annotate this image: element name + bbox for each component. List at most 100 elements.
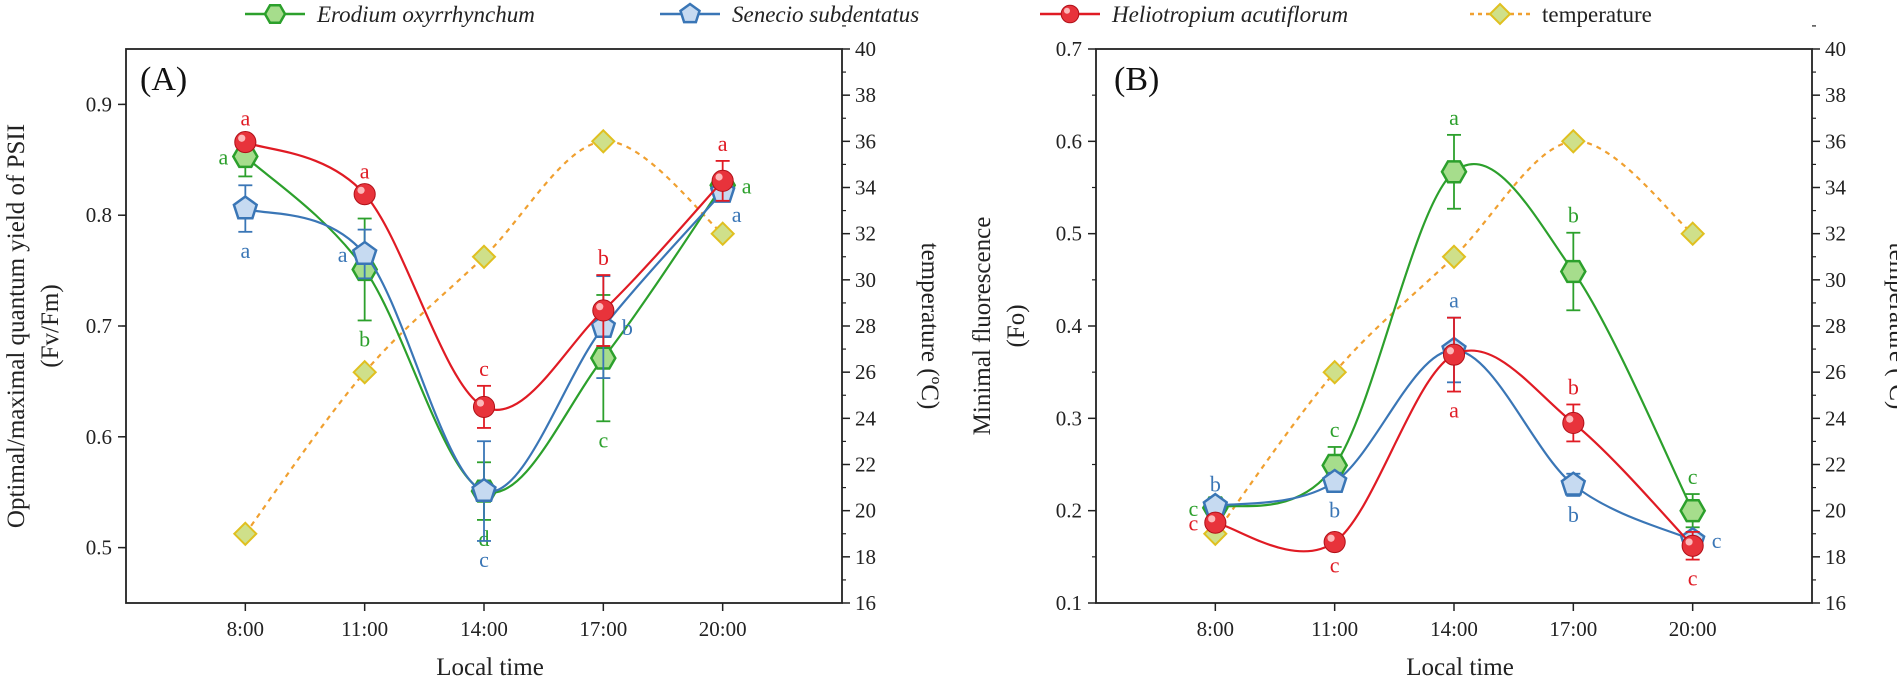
x-tick-label: 14:00	[1430, 617, 1478, 641]
series-temperature	[1202, 128, 1706, 547]
data-point	[232, 521, 258, 547]
y2-tick-label: 40	[855, 37, 876, 61]
series-heliotropium: a a c b a	[234, 105, 734, 429]
significance-letter: c	[1330, 417, 1340, 442]
x-axis-label: Local time	[1406, 654, 1514, 681]
legend: Erodium oxyrrhynchum Senecio subdentatus H…	[245, 2, 1652, 27]
marker-body	[1681, 534, 1704, 557]
significance-letter: b	[359, 326, 370, 351]
data-point	[471, 244, 497, 270]
y2-tick-label: 20	[1825, 499, 1846, 523]
marker-highlight	[715, 173, 723, 181]
data-point	[1681, 534, 1704, 557]
y-axis-label: Optimal/maximal quantum yield of PSII	[3, 124, 30, 528]
x-tick-label: 11:00	[341, 617, 388, 641]
significance-letter: c	[479, 547, 489, 572]
significance-letter: c	[1688, 464, 1698, 489]
y-tick-label: 0.8	[86, 203, 112, 227]
y-tick-label: 0.1	[1056, 591, 1082, 615]
marker-body	[1323, 531, 1346, 554]
x-tick-label: 17:00	[579, 617, 627, 641]
y2-tick-label: 20	[855, 499, 876, 523]
y-tick-label: 0.6	[86, 425, 112, 449]
significance-letter: c	[1188, 511, 1198, 536]
marker-body	[353, 183, 376, 206]
y2-tick-label: 30	[855, 268, 876, 292]
legend-item-senecio: Senecio subdentatus	[660, 2, 919, 27]
significance-letter: a	[360, 159, 370, 184]
y2-tick-label: 24	[1825, 406, 1847, 430]
legend-label: temperature	[1542, 2, 1652, 27]
data-point	[1323, 531, 1346, 554]
marker-highlight	[1685, 538, 1693, 546]
x-axis-label: Local time	[436, 654, 544, 681]
data-point	[1442, 343, 1466, 366]
data-point	[1560, 471, 1587, 496]
y2-tick-label: 16	[1825, 591, 1846, 615]
x-tick-label: 14:00	[460, 617, 508, 641]
y-tick-label: 0.5	[1056, 222, 1082, 246]
y2-tick-label: 22	[1825, 453, 1846, 477]
x-tick-label: 8:00	[1197, 617, 1234, 641]
y2-tick-label: 36	[855, 129, 876, 153]
y-tick-label: 0.7	[86, 314, 112, 338]
significance-letter: b	[1568, 374, 1579, 399]
legend-label: Heliotropium acutiflorum	[1111, 2, 1348, 27]
significance-letter: c	[1712, 528, 1722, 553]
panel-label: (A)	[140, 61, 187, 98]
hexagon-icon	[263, 4, 287, 24]
legend-item-temperature: temperature	[1470, 2, 1652, 27]
pentagon-icon	[679, 2, 701, 24]
marker-highlight	[357, 186, 365, 194]
series-senecio: a a c b a	[232, 178, 742, 572]
series-temperature	[232, 128, 736, 547]
y-tick-label: 0.2	[1056, 499, 1082, 523]
marker-body	[1204, 511, 1227, 534]
significance-letter: b	[622, 315, 633, 340]
data-point	[1441, 244, 1467, 270]
significance-letter: a	[718, 131, 728, 156]
y2-tick-label: 30	[1825, 268, 1846, 292]
y2-axis-label: temperature (ºC)	[916, 243, 943, 410]
y-axis-label: Minimal fluorescence	[969, 217, 996, 436]
data-point	[351, 240, 378, 265]
significance-letter: c	[1330, 553, 1340, 578]
data-point	[1204, 511, 1227, 534]
data-point	[710, 221, 736, 247]
data-point	[1679, 499, 1707, 523]
y-tick-label: 0.3	[1056, 406, 1082, 430]
data-point	[1440, 160, 1468, 184]
y2-tick-label: 32	[855, 222, 876, 246]
y2-tick-label: 36	[1825, 129, 1846, 153]
significance-letter: a	[1449, 105, 1459, 130]
y2-tick-label: 26	[855, 360, 876, 384]
marker-highlight	[1566, 415, 1574, 423]
panel-a: 8:00 11:00 14:00 17:00 20:00 0.5 0.6 0.7 0.8 0.9 1…	[3, 25, 943, 681]
data-point	[1680, 221, 1706, 247]
data-point	[471, 477, 497, 503]
significance-letter: a	[732, 202, 742, 227]
significance-letter: a	[1449, 288, 1459, 313]
significance-letter: a	[1449, 398, 1459, 423]
y2-tick-label: 18	[1825, 545, 1846, 569]
y-tick-label: 0.4	[1056, 314, 1083, 338]
data-point	[1321, 468, 1348, 494]
data-point	[232, 195, 259, 220]
data-point	[353, 183, 376, 206]
series-senecio: b b a b c	[1202, 288, 1722, 553]
marker-highlight	[596, 303, 604, 311]
significance-letter: b	[1210, 471, 1221, 496]
y2-axis-label: temperature (ºC)	[1884, 243, 1897, 410]
marker-body	[1442, 343, 1466, 366]
legend-label: Senecio subdentatus	[732, 2, 919, 27]
x-tick-label: 8:00	[227, 617, 264, 641]
legend-label: Erodium oxyrrhynchum	[316, 2, 535, 27]
y2-tick-label: 28	[855, 314, 876, 338]
y-tick-label: 0.9	[86, 92, 112, 116]
y2-tick-label: 18	[855, 545, 876, 569]
y-axis-label: (Fv/Fm)	[37, 284, 64, 367]
significance-letter: a	[240, 238, 250, 263]
y-tick-label: 0.5	[86, 536, 112, 560]
